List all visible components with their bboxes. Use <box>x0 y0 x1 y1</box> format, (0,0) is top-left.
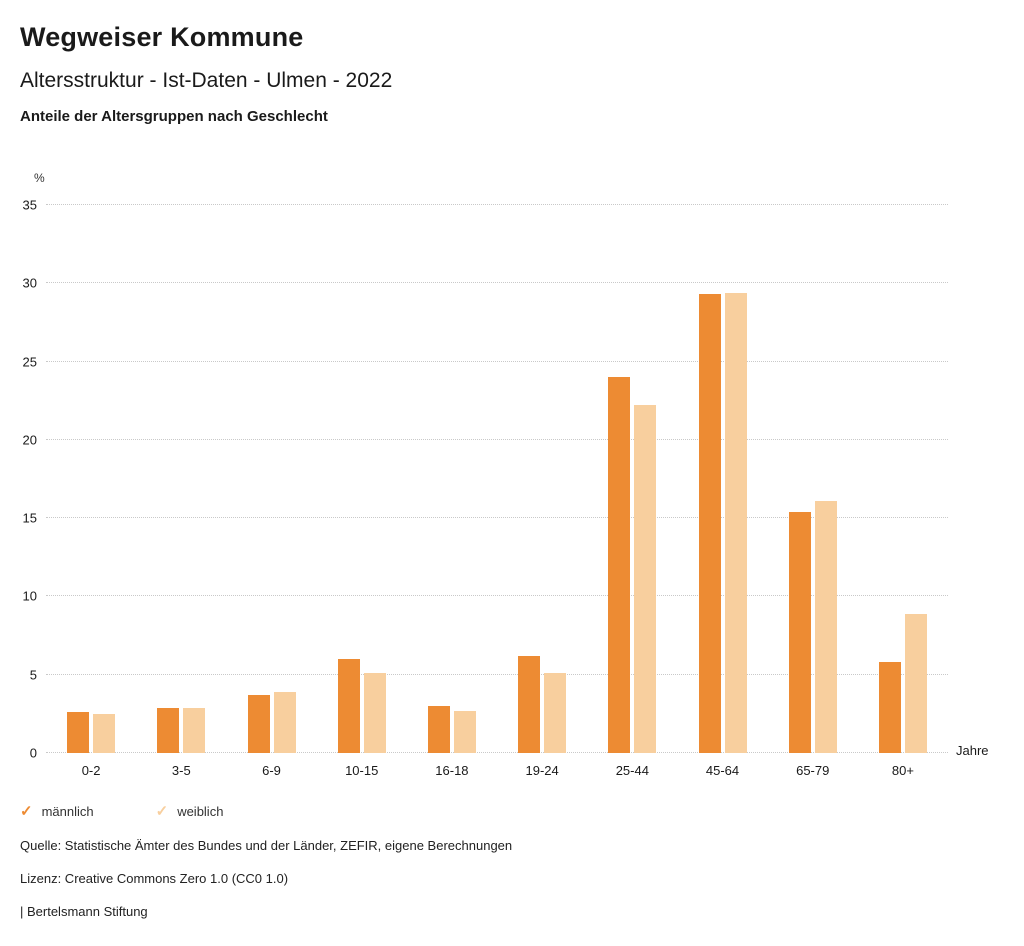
x-axis-unit-label: Jahre <box>956 743 989 758</box>
bar-weiblich-3-5[interactable] <box>183 707 206 753</box>
gridline <box>46 204 948 205</box>
attribution-text: | Bertelsmann Stiftung <box>20 903 148 919</box>
bar-weiblich-45-64[interactable] <box>724 292 747 753</box>
x-tick-label-19-24: 19-24 <box>525 763 559 778</box>
x-tick-label-3-5: 3-5 <box>171 763 191 778</box>
gridline <box>46 673 948 675</box>
bar-männlich-65-79[interactable] <box>788 511 811 753</box>
bar-group-80+ <box>858 205 948 753</box>
y-tick-label: 15 <box>22 510 37 526</box>
bar-weiblich-25-44[interactable] <box>634 405 657 753</box>
legend-item-weiblich[interactable]: ✓ weiblich <box>156 804 224 819</box>
y-tick-label: 25 <box>22 354 37 370</box>
bar-männlich-19-24[interactable] <box>518 655 541 753</box>
gridline <box>46 752 948 753</box>
gridline <box>46 282 948 284</box>
bar-weiblich-16-18[interactable] <box>453 710 476 753</box>
chart: 0 5 10 15 20 25 30 35 Jahre 0-2 3-5 6-9 10-15 16-18… <box>23 198 989 779</box>
bar-weiblich-6-9[interactable] <box>273 691 296 753</box>
source-text: Quelle: Statistische Ämter des Bundes un… <box>20 838 513 853</box>
y-tick-label: 35 <box>22 197 37 213</box>
x-tick-label-6-9: 6-9 <box>262 763 281 778</box>
bar-weiblich-19-24[interactable] <box>544 673 567 753</box>
x-tick-label-45-64: 45-64 <box>705 763 740 778</box>
legend: ✓ männlich ✓ weiblich <box>20 804 1004 819</box>
x-tick-label-65-79: 65-79 <box>796 763 830 778</box>
gridline <box>46 438 948 440</box>
license-text: Lizenz: Creative Commons Zero 1.0 (CC0 1… <box>20 870 289 886</box>
legend-label: männlich <box>41 804 94 819</box>
x-tick-label-0-2: 0-2 <box>81 763 101 778</box>
legend-item-männlich[interactable]: ✓ männlich <box>20 804 94 819</box>
bar-männlich-16-18[interactable] <box>427 706 450 753</box>
check-icon: ✓ <box>155 803 169 820</box>
chart-heading: Anteile der Altersgruppen nach Geschlech… <box>20 108 328 125</box>
bar-männlich-3-5[interactable] <box>157 707 180 753</box>
bar-weiblich-10-15[interactable] <box>363 673 386 753</box>
bar-group-3-5 <box>136 205 226 753</box>
bar-männlich-80+[interactable] <box>878 662 901 753</box>
x-tick-label-10-15: 10-15 <box>345 763 379 778</box>
bar-group-6-9 <box>226 205 316 753</box>
gridline <box>46 595 948 597</box>
x-axis-labels: 0-2 3-5 6-9 10-15 16-18 19-24 25-44 45-64 65-79 8… <box>46 763 948 778</box>
y-tick-label: 5 <box>29 667 37 683</box>
legend-label: weiblich <box>177 804 224 819</box>
y-tick-label: 10 <box>22 588 37 604</box>
bar-group-10-15 <box>317 205 407 753</box>
gridline <box>46 360 948 362</box>
x-tick-label-80+: 80+ <box>891 763 914 778</box>
bar-group-25-44 <box>587 205 677 753</box>
bar-weiblich-65-79[interactable] <box>814 500 837 753</box>
check-icon: ✓ <box>20 803 33 820</box>
page-title: Wegweiser Kommune <box>20 22 304 52</box>
page: Wegweiser Kommune Altersstruktur - Ist-D… <box>20 22 1004 920</box>
x-tick-label-25-44: 25-44 <box>615 763 649 778</box>
page-subtitle: Altersstruktur - Ist-Daten - Ulmen - 202… <box>20 69 393 92</box>
bar-weiblich-0-2[interactable] <box>93 713 116 753</box>
bar-männlich-6-9[interactable] <box>247 695 270 753</box>
bar-group-45-64 <box>677 205 767 753</box>
bar-groups <box>46 205 948 753</box>
bar-group-0-2 <box>46 205 136 753</box>
bar-group-16-18 <box>407 205 497 753</box>
bar-männlich-0-2[interactable] <box>67 712 90 753</box>
bar-männlich-10-15[interactable] <box>337 659 360 753</box>
gridline <box>46 517 948 519</box>
x-tick-label-16-18: 16-18 <box>435 763 469 778</box>
bar-weiblich-80+[interactable] <box>904 613 927 753</box>
bar-männlich-25-44[interactable] <box>608 377 631 753</box>
y-tick-label: 0 <box>29 745 37 761</box>
y-axis-unit-label: % <box>34 171 45 185</box>
y-tick-label: 20 <box>22 432 37 448</box>
bar-männlich-45-64[interactable] <box>698 294 721 753</box>
bar-group-19-24 <box>497 205 587 753</box>
y-tick-label: 30 <box>22 275 37 291</box>
chart-plot: 0 5 10 15 20 25 30 35 Jahre <box>23 198 989 761</box>
footer: Quelle: Statistische Ämter des Bundes un… <box>20 838 1004 920</box>
bar-group-65-79 <box>768 205 858 753</box>
